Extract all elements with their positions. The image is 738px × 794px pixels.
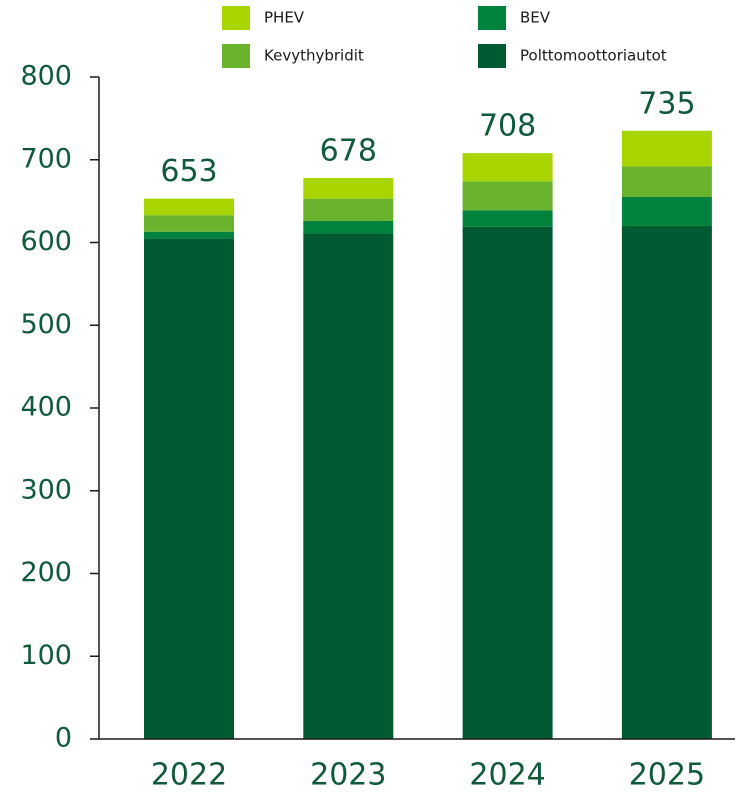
legend-swatch [478, 44, 506, 68]
x-tick-label: 2022 [151, 758, 227, 793]
legend-label: BEV [520, 9, 551, 27]
x-tick-label: 2023 [310, 758, 386, 793]
y-tick-label: 400 [20, 392, 72, 423]
x-tick-label: 2025 [629, 758, 705, 793]
bar-segment [621, 196, 712, 226]
x-tick-label: 2024 [469, 758, 545, 793]
bar-segment [303, 198, 394, 221]
bar-segment [144, 231, 234, 239]
total-label: 708 [479, 109, 536, 144]
y-tick-label: 600 [20, 226, 72, 257]
y-tick-label: 100 [20, 640, 72, 671]
legend-swatch [222, 44, 250, 68]
legend-swatch [222, 6, 250, 30]
bar-segment [144, 238, 234, 740]
bar-segment [621, 130, 712, 167]
bar-segment [303, 233, 394, 739]
bar-segment [144, 215, 234, 232]
y-tick-label: 800 [20, 61, 72, 92]
legend-label: Polttomoottoriautot [520, 47, 667, 65]
bar-segment [621, 225, 712, 739]
total-label: 735 [638, 86, 695, 121]
legend-swatch [478, 6, 506, 30]
bar-segment [462, 153, 553, 182]
y-tick-label: 200 [20, 557, 72, 588]
bar-segment [303, 177, 394, 199]
bar-segment [462, 226, 553, 740]
total-label: 678 [320, 133, 377, 168]
total-label: 653 [160, 154, 217, 189]
bar-segment [462, 210, 553, 227]
bar-segment [462, 181, 553, 211]
y-tick-label: 700 [20, 143, 72, 174]
bar-segment [303, 220, 394, 234]
y-tick-label: 300 [20, 474, 72, 505]
y-tick-label: 500 [20, 309, 72, 340]
bar-segment [144, 198, 234, 216]
legend-label: PHEV [264, 9, 305, 27]
legend-label: Kevythybridit [264, 47, 364, 65]
y-tick-label: 0 [55, 723, 72, 754]
bar-segment [621, 166, 712, 197]
